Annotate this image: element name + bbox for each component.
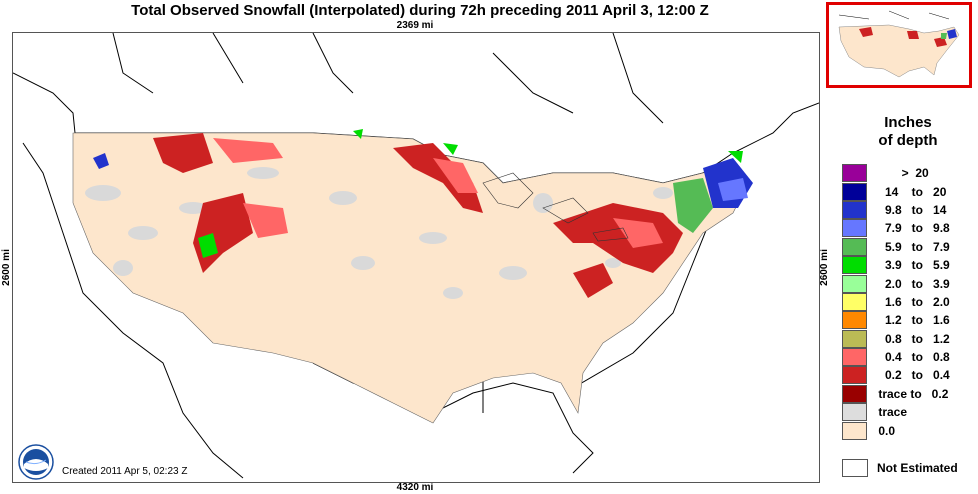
- legend-label: 5.9 to 7.9: [875, 239, 950, 254]
- legend-label: > 20: [875, 166, 929, 181]
- legend-item: 3.9 to 5.9: [842, 256, 978, 275]
- legend-title-line1: Inches: [884, 114, 932, 131]
- legend-label: 14 to 20: [875, 184, 947, 199]
- legend-item: 1.6 to 2.0: [842, 292, 978, 311]
- legend-swatch: [842, 348, 867, 367]
- legend-swatch: [842, 421, 867, 440]
- legend-item: 0.2 to 0.4: [842, 366, 978, 385]
- map-canvas: [13, 33, 819, 482]
- legend-item: 5.9 to 7.9: [842, 237, 978, 256]
- legend-swatch: [842, 311, 867, 330]
- legend-label: 1.6 to 2.0: [875, 294, 950, 309]
- legend-item: 2.0 to 3.9: [842, 274, 978, 293]
- legend-label: 1.2 to 1.6: [875, 313, 950, 328]
- legend-label: 7.9 to 9.8: [875, 221, 950, 236]
- legend-label: 0.8 to 1.2: [875, 331, 950, 346]
- scale-bottom-label: 4320 mi: [396, 482, 434, 493]
- scale-right-label: 2600 mi: [818, 249, 830, 286]
- legend-swatch: [842, 292, 867, 311]
- snowfall-patches: [93, 129, 753, 298]
- legend-title: Inches of depth: [848, 114, 968, 150]
- legend-label: 0.0: [875, 423, 896, 438]
- inset-overview-map[interactable]: [826, 2, 972, 88]
- legend-item: 7.9 to 9.8: [842, 219, 978, 238]
- legend-swatch: [842, 237, 867, 256]
- legend-item: trace: [842, 403, 978, 422]
- legend-swatch: [842, 274, 867, 293]
- legend-item: 0.4 to 0.8: [842, 348, 978, 367]
- trace-patches: [85, 167, 673, 299]
- legend-label: trace to 0.2: [875, 386, 949, 401]
- legend-swatch: [842, 200, 867, 219]
- legend-not-estimated: Not Estimated: [842, 459, 958, 477]
- legend-label: 0.4 to 0.8: [875, 350, 950, 365]
- legend-swatch: [842, 384, 867, 403]
- legend-swatch: [842, 164, 867, 183]
- legend-swatch: [842, 329, 867, 348]
- legend-label: 9.8 to 14: [875, 202, 947, 217]
- legend-item: 9.8 to 14: [842, 200, 978, 219]
- noaa-logo: [18, 444, 54, 480]
- scale-top-label: 2369 mi: [396, 20, 434, 31]
- legend-swatch-not-estimated: [842, 459, 868, 477]
- legend: > 20 14 to 20 9.8 to 14 7.9 to 9.8 5.9 t…: [842, 164, 978, 440]
- legend-item: trace to 0.2: [842, 384, 978, 403]
- legend-swatch: [842, 219, 867, 238]
- created-timestamp: Created 2011 Apr 5, 02:23 Z: [62, 466, 188, 477]
- legend-label: 3.9 to 5.9: [875, 258, 950, 273]
- legend-label-not-estimated: Not Estimated: [877, 461, 958, 475]
- great-lakes: [482, 172, 629, 242]
- legend-swatch: [842, 256, 867, 275]
- legend-item: 0.0: [842, 421, 978, 440]
- scale-left-label: 2600 mi: [0, 249, 12, 286]
- legend-item: 0.8 to 1.2: [842, 329, 978, 348]
- legend-label: 0.2 to 0.4: [875, 368, 950, 383]
- map-title: Total Observed Snowfall (Interpolated) d…: [131, 2, 709, 19]
- legend-item: 1.2 to 1.6: [842, 311, 978, 330]
- legend-swatch: [842, 182, 867, 201]
- inset-map-canvas: [829, 5, 969, 85]
- legend-swatch: [842, 366, 867, 385]
- legend-title-line2: of depth: [878, 132, 938, 149]
- legend-item: > 20: [842, 164, 978, 183]
- legend-label: 2.0 to 3.9: [875, 276, 950, 291]
- snowfall-map[interactable]: [12, 32, 820, 483]
- legend-swatch: [842, 403, 867, 422]
- legend-label: trace: [875, 405, 908, 420]
- legend-item: 14 to 20: [842, 182, 978, 201]
